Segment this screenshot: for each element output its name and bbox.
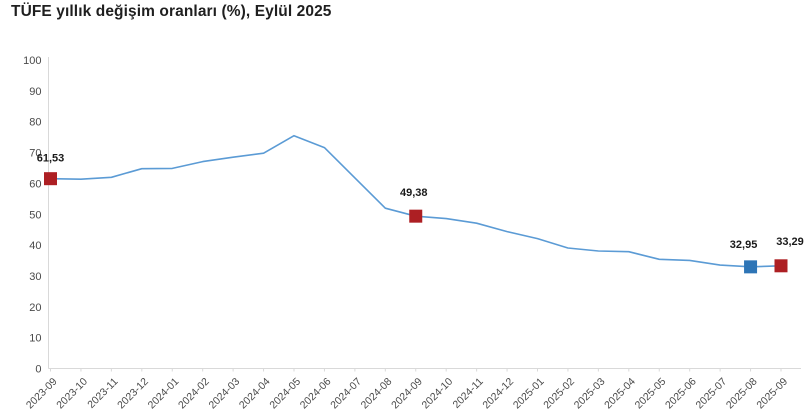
x-tick-label: 2025-03 bbox=[572, 376, 608, 412]
data-point-marker bbox=[774, 259, 788, 273]
data-point-marker bbox=[44, 172, 57, 186]
x-tick-label: 2024-03 bbox=[207, 376, 243, 412]
y-tick-label: 70 bbox=[29, 148, 41, 160]
y-tick-label: 20 bbox=[29, 302, 41, 314]
data-label: 49,38 bbox=[400, 187, 428, 199]
x-tick-label: 2024-02 bbox=[176, 376, 212, 412]
y-tick-label: 100 bbox=[23, 55, 41, 67]
x-tick-label: 2024-07 bbox=[328, 376, 364, 412]
x-tick-label: 2023-10 bbox=[54, 376, 90, 412]
x-tick-label: 2023-11 bbox=[85, 376, 120, 411]
x-tick-label: 2024-08 bbox=[359, 376, 395, 412]
x-tick-label: 2024-12 bbox=[480, 376, 516, 412]
x-tick-label: 2025-06 bbox=[663, 376, 699, 412]
x-tick-label: 2025-02 bbox=[541, 376, 577, 412]
x-tick-label: 2023-12 bbox=[115, 376, 151, 412]
y-tick-label: 10 bbox=[29, 333, 41, 345]
y-tick-label: 30 bbox=[29, 271, 41, 283]
x-tick-label: 2024-09 bbox=[389, 376, 425, 412]
x-tick-label: 2025-09 bbox=[754, 376, 790, 412]
x-tick-label: 2025-05 bbox=[633, 376, 669, 412]
data-label: 61,53 bbox=[37, 153, 65, 165]
series-line bbox=[49, 134, 782, 268]
y-tick-label: 50 bbox=[29, 209, 41, 221]
y-tick-label: 80 bbox=[29, 117, 41, 129]
x-tick-label: 2024-05 bbox=[267, 376, 303, 412]
x-tick-label: 2025-04 bbox=[602, 376, 638, 412]
x-tick-label: 2024-06 bbox=[298, 376, 334, 412]
data-point-marker bbox=[744, 260, 758, 274]
x-tick-label: 2025-08 bbox=[724, 376, 760, 412]
y-tick-label: 0 bbox=[35, 364, 41, 376]
y-tick-label: 60 bbox=[29, 178, 41, 190]
y-tick-label: 90 bbox=[29, 86, 41, 98]
x-tick-label: 2025-01 bbox=[511, 376, 547, 412]
x-tick-label: 2023-09 bbox=[24, 376, 60, 412]
x-tick-label: 2024-11 bbox=[451, 376, 486, 411]
data-point-marker bbox=[409, 209, 423, 223]
page-title: TÜFE yıllık değişim oranları (%), Eylül … bbox=[11, 3, 332, 20]
data-label: 33,29 bbox=[776, 236, 804, 248]
data-label: 32,95 bbox=[730, 239, 758, 251]
x-tick-label: 2024-10 bbox=[420, 376, 456, 412]
x-tick-label: 2025-07 bbox=[694, 376, 730, 412]
y-tick-label: 40 bbox=[29, 240, 41, 252]
x-tick-label: 2024-04 bbox=[237, 376, 273, 412]
x-tick-label: 2024-01 bbox=[146, 376, 182, 412]
